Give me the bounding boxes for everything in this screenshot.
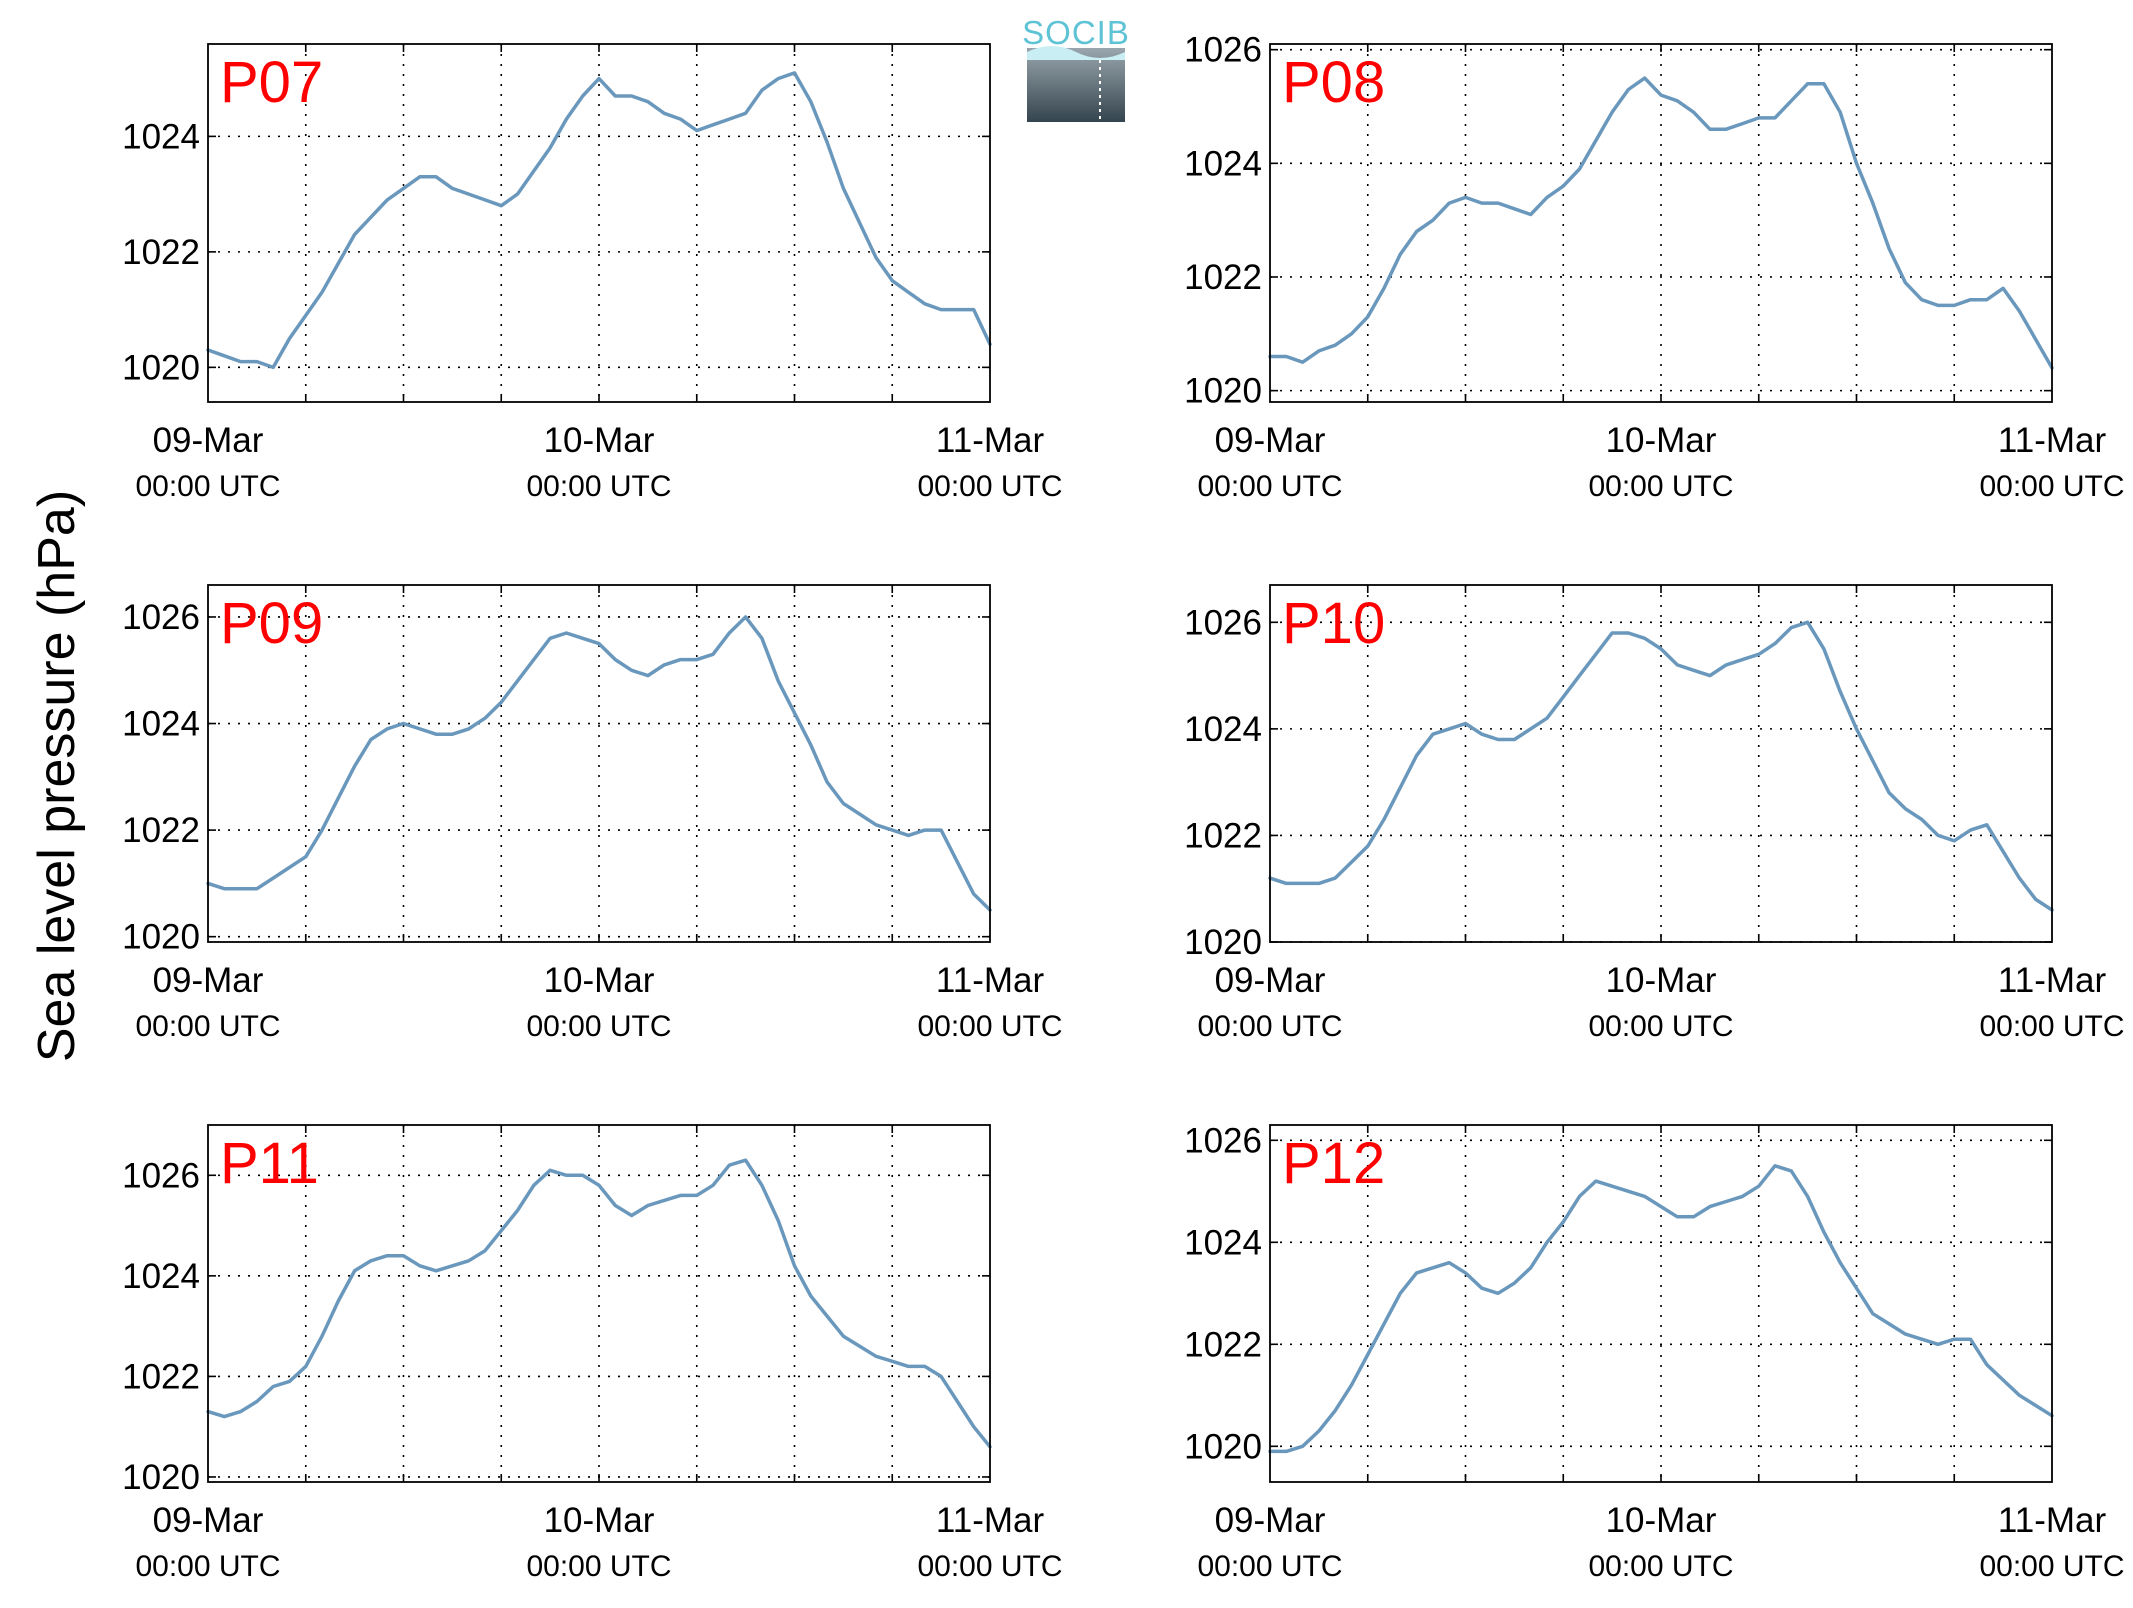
panel-label: P12 — [1282, 1131, 1385, 1196]
x-tick-label: 10-Mar — [1606, 1501, 1717, 1540]
axes-frame — [207, 1124, 991, 1483]
x-tick-label: 11-Mar — [1998, 961, 2107, 1000]
y-tick-label: 1024 — [1184, 1223, 1262, 1262]
x-tick-label: 10-Mar — [544, 1501, 655, 1540]
axes-frame — [1269, 584, 2053, 943]
y-tick-label: 1022 — [1184, 258, 1262, 297]
panel-label: P11 — [220, 1131, 319, 1196]
y-tick-label: 1020 — [122, 918, 200, 957]
x-tick-label: 09-Mar — [153, 961, 264, 1000]
x-tick-label: 11-Mar — [1998, 421, 2107, 460]
y-tick-label: 1024 — [122, 705, 200, 744]
x-tick-sublabel: 00:00 UTC — [526, 1010, 671, 1043]
x-tick-label: 09-Mar — [153, 421, 264, 460]
y-tick-label: 1026 — [122, 1156, 200, 1195]
panel-label: P08 — [1282, 50, 1385, 115]
y-tick-label: 1020 — [1184, 923, 1262, 962]
pressure-series-line — [1268, 620, 2054, 912]
x-tick-sublabel: 00:00 UTC — [135, 1010, 280, 1043]
y-tick-label: 1020 — [122, 348, 200, 387]
chart-panel-p07: 09-Mar 00:00 UTC 10-Mar 00:00 UTC 11-Mar 00:0… — [122, 43, 1063, 503]
x-tick-sublabel: 00:00 UTC — [135, 470, 280, 503]
chart-panel-p08: 09-Mar 00:00 UTC 10-Mar 00:00 UTC 11-Mar 00:0… — [1184, 31, 2124, 503]
x-tick-sublabel: 00:00 UTC — [1197, 1010, 1342, 1043]
x-tick-sublabel: 00:00 UTC — [1197, 1550, 1342, 1583]
y-tick-label: 1022 — [1184, 1325, 1262, 1364]
y-tick-label: 1020 — [122, 1458, 200, 1497]
y-tick-label: 1020 — [1184, 1427, 1262, 1466]
y-tick-label: 1026 — [122, 598, 200, 637]
x-tick-sublabel: 00:00 UTC — [1588, 470, 1733, 503]
y-tick-label: 1024 — [122, 117, 200, 156]
y-tick-label: 1026 — [1184, 1121, 1262, 1160]
pressure-series-line — [206, 1158, 992, 1449]
y-tick-label: 1020 — [1184, 372, 1262, 411]
x-tick-sublabel: 00:00 UTC — [1979, 470, 2124, 503]
socib-logo: SOCIB — [1022, 14, 1130, 122]
x-tick-label: 11-Mar — [936, 1501, 1045, 1540]
y-tick-label: 1024 — [122, 1257, 200, 1296]
pressure-series-line — [1268, 1164, 2054, 1454]
y-axis-label: Sea level pressure (hPa) — [28, 490, 86, 1062]
x-tick-sublabel: 00:00 UTC — [917, 1010, 1062, 1043]
chart-panel-p12: 09-Mar 00:00 UTC 10-Mar 00:00 UTC 11-Mar 00:0… — [1184, 1121, 2124, 1583]
y-tick-label: 1026 — [1184, 31, 1262, 70]
x-tick-label: 09-Mar — [153, 1501, 264, 1540]
y-tick-label: 1022 — [122, 1357, 200, 1396]
pressure-series-line — [206, 615, 992, 912]
x-tick-label: 10-Mar — [544, 961, 655, 1000]
y-tick-label: 1024 — [1184, 144, 1262, 183]
panel-label: P10 — [1282, 591, 1385, 656]
x-tick-label: 09-Mar — [1215, 421, 1326, 460]
chart-panel-p09: 09-Mar 00:00 UTC 10-Mar 00:00 UTC 11-Mar 00:0… — [122, 584, 1063, 1043]
x-tick-sublabel: 00:00 UTC — [526, 470, 671, 503]
axes-frame — [1269, 1124, 2053, 1483]
x-tick-label: 09-Mar — [1215, 961, 1326, 1000]
x-tick-sublabel: 00:00 UTC — [1588, 1550, 1733, 1583]
axes-frame — [207, 584, 991, 943]
y-tick-label: 1024 — [1184, 710, 1262, 749]
y-tick-label: 1022 — [1184, 816, 1262, 855]
x-tick-sublabel: 00:00 UTC — [917, 1550, 1062, 1583]
x-tick-label: 11-Mar — [936, 421, 1045, 460]
x-tick-label: 10-Mar — [544, 421, 655, 460]
pressure-series-line — [206, 71, 992, 370]
x-tick-label: 10-Mar — [1606, 961, 1717, 1000]
x-tick-label: 11-Mar — [1998, 1501, 2107, 1540]
x-tick-label: 11-Mar — [936, 961, 1045, 1000]
panel-label: P07 — [220, 50, 323, 115]
panel-label: P09 — [220, 591, 323, 656]
y-tick-label: 1026 — [1184, 603, 1262, 642]
x-tick-sublabel: 00:00 UTC — [1197, 470, 1342, 503]
x-tick-label: 09-Mar — [1215, 1501, 1326, 1540]
x-tick-sublabel: 00:00 UTC — [917, 470, 1062, 503]
logo-text: SOCIB — [1022, 14, 1130, 51]
x-tick-label: 10-Mar — [1606, 421, 1717, 460]
chart-panel-p11: 09-Mar 00:00 UTC 10-Mar 00:00 UTC 11-Mar 00:0… — [122, 1124, 1063, 1583]
x-tick-sublabel: 00:00 UTC — [526, 1550, 671, 1583]
chart-panel-p10: 09-Mar 00:00 UTC 10-Mar 00:00 UTC 11-Mar 00:0… — [1184, 584, 2125, 1043]
axes-frame — [207, 43, 991, 403]
x-tick-sublabel: 00:00 UTC — [135, 1550, 280, 1583]
y-tick-label: 1022 — [122, 811, 200, 850]
y-tick-label: 1022 — [122, 233, 200, 272]
x-tick-sublabel: 00:00 UTC — [1588, 1010, 1733, 1043]
axes-frame — [1269, 43, 2053, 403]
x-tick-sublabel: 00:00 UTC — [1979, 1010, 2124, 1043]
x-tick-sublabel: 00:00 UTC — [1979, 1550, 2124, 1583]
pressure-series-line — [1268, 76, 2054, 370]
